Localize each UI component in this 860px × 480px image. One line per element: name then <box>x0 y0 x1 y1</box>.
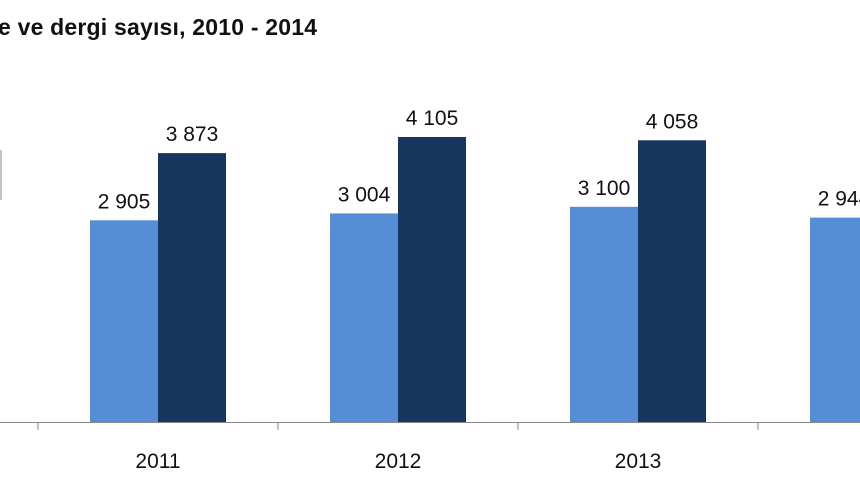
data-label-s2-2011: 3 873 <box>166 123 219 146</box>
bar-s1-2013 <box>570 206 638 422</box>
chart-title: e ve dergi sayısı, 2010 - 2014 <box>0 14 318 40</box>
x-tick-label-2012: 2012 <box>375 450 422 473</box>
data-label-s2-2012: 4 105 <box>406 107 459 130</box>
data-label-s2-2013: 4 058 <box>646 110 699 133</box>
data-label-s1-2: 2 944 <box>818 188 860 211</box>
chart-marks: 2 905 3 873 2011 3 004 4 105 2012 3 100 4 058 20… <box>0 107 860 473</box>
data-label-s1-2013: 3 100 <box>578 177 631 200</box>
bar-s1-2012 <box>330 213 398 422</box>
bar-s2-2013 <box>638 140 706 422</box>
x-tick-label-2013: 2013 <box>615 450 662 473</box>
x-tick-label-2011: 2011 <box>135 450 180 473</box>
bar-s1-2011 <box>90 220 158 422</box>
bar-s1-2 <box>810 217 860 422</box>
data-label-s1-2011: 2 905 <box>98 190 151 213</box>
data-label-s1-2012: 3 004 <box>338 183 391 206</box>
bar-s2-2011 <box>158 153 226 423</box>
bar-s2-2012 <box>398 137 466 422</box>
